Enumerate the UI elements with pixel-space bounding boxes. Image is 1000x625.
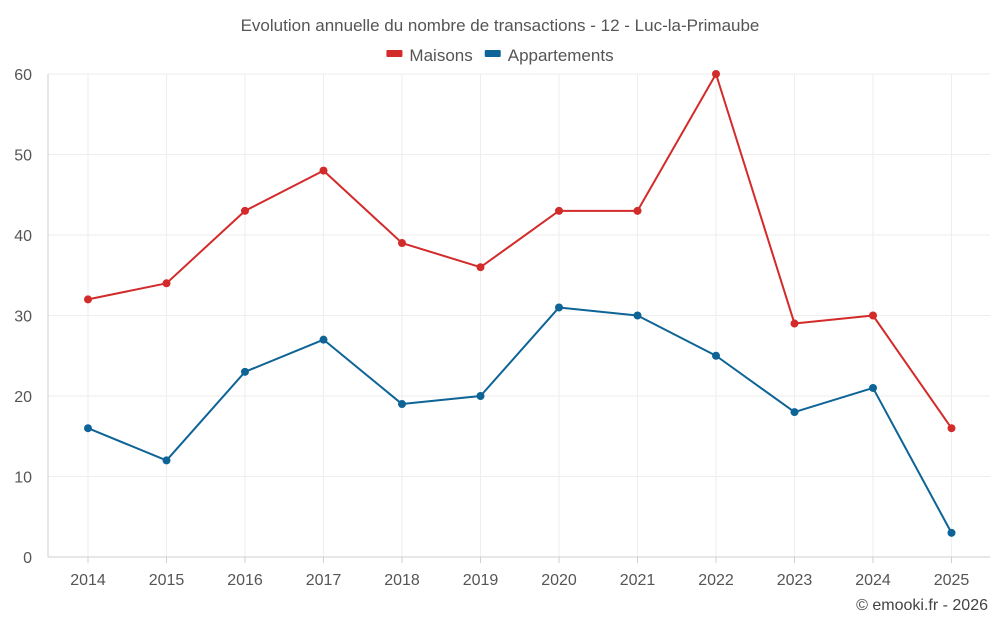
data-point-maisons[interactable] [712,70,720,78]
y-tick-label: 40 [14,228,32,245]
data-point-appartements[interactable] [476,392,485,400]
x-tick-label: 2014 [70,572,106,589]
data-point-maisons[interactable] [84,295,92,304]
x-tick-label: 2022 [698,572,734,589]
legend-label: Maisons [409,46,472,65]
y-tick-label: 60 [14,67,32,84]
x-tick-label: 2021 [620,572,656,589]
data-point-appartements[interactable] [869,383,877,392]
y-tick-label: 50 [14,148,32,165]
data-point-maisons[interactable] [555,206,563,215]
data-point-maisons[interactable] [162,279,171,288]
x-tick-label: 2023 [777,572,813,589]
legend-swatch [484,50,501,57]
series-maisons[interactable] [84,70,956,433]
y-tick-label: 20 [14,389,32,406]
credit-text: © emooki.fr - 2026 [856,597,988,614]
legend-swatch [386,50,403,57]
data-point-maisons[interactable] [398,239,406,248]
data-point-appartements[interactable] [633,311,642,320]
chart-title: Evolution annuelle du nombre de transact… [241,16,760,35]
x-tick-label: 2018 [384,572,420,589]
series-layer [84,70,956,537]
y-tick-label: 0 [23,550,32,567]
legend-item-maisons[interactable]: Maisons [386,46,473,65]
legend-item-appartements[interactable]: Appartements [484,46,614,65]
data-point-maisons[interactable] [947,424,956,433]
series-line-appartements [87,306,953,534]
legend-label: Appartements [508,46,614,65]
x-tick-label: 2019 [463,572,499,589]
y-tick-label: 30 [14,309,32,326]
data-point-maisons[interactable] [633,206,642,215]
y-tick-label: 10 [14,470,32,487]
data-point-appartements[interactable] [241,367,249,376]
data-point-appartements[interactable] [162,456,171,465]
data-point-maisons[interactable] [790,319,799,328]
x-tick-label: 2025 [934,572,970,589]
x-tick-label: 2016 [227,572,263,589]
data-point-appartements[interactable] [790,408,799,417]
data-point-maisons[interactable] [476,263,485,272]
data-point-maisons[interactable] [869,311,877,320]
data-point-maisons[interactable] [319,166,328,175]
series-appartements[interactable] [84,303,956,537]
x-tick-label: 2015 [149,572,185,589]
data-point-appartements[interactable] [84,424,92,433]
data-point-maisons[interactable] [241,206,249,215]
data-point-appartements[interactable] [555,303,563,312]
data-point-appartements[interactable] [398,400,406,409]
data-point-appartements[interactable] [947,528,956,537]
data-point-appartements[interactable] [712,351,720,360]
data-point-appartements[interactable] [319,335,328,344]
x-tick-label: 2024 [855,572,891,589]
grid [48,73,990,557]
x-tick-label: 2017 [306,572,342,589]
axes: 0 10 20 30 40 50 60 2014 2015 2016 2017 2018 2019 202… [14,67,990,589]
legend[interactable]: Maisons Appartements [386,46,614,65]
x-tick-label: 2020 [541,572,577,589]
series-line-maisons [87,73,953,429]
